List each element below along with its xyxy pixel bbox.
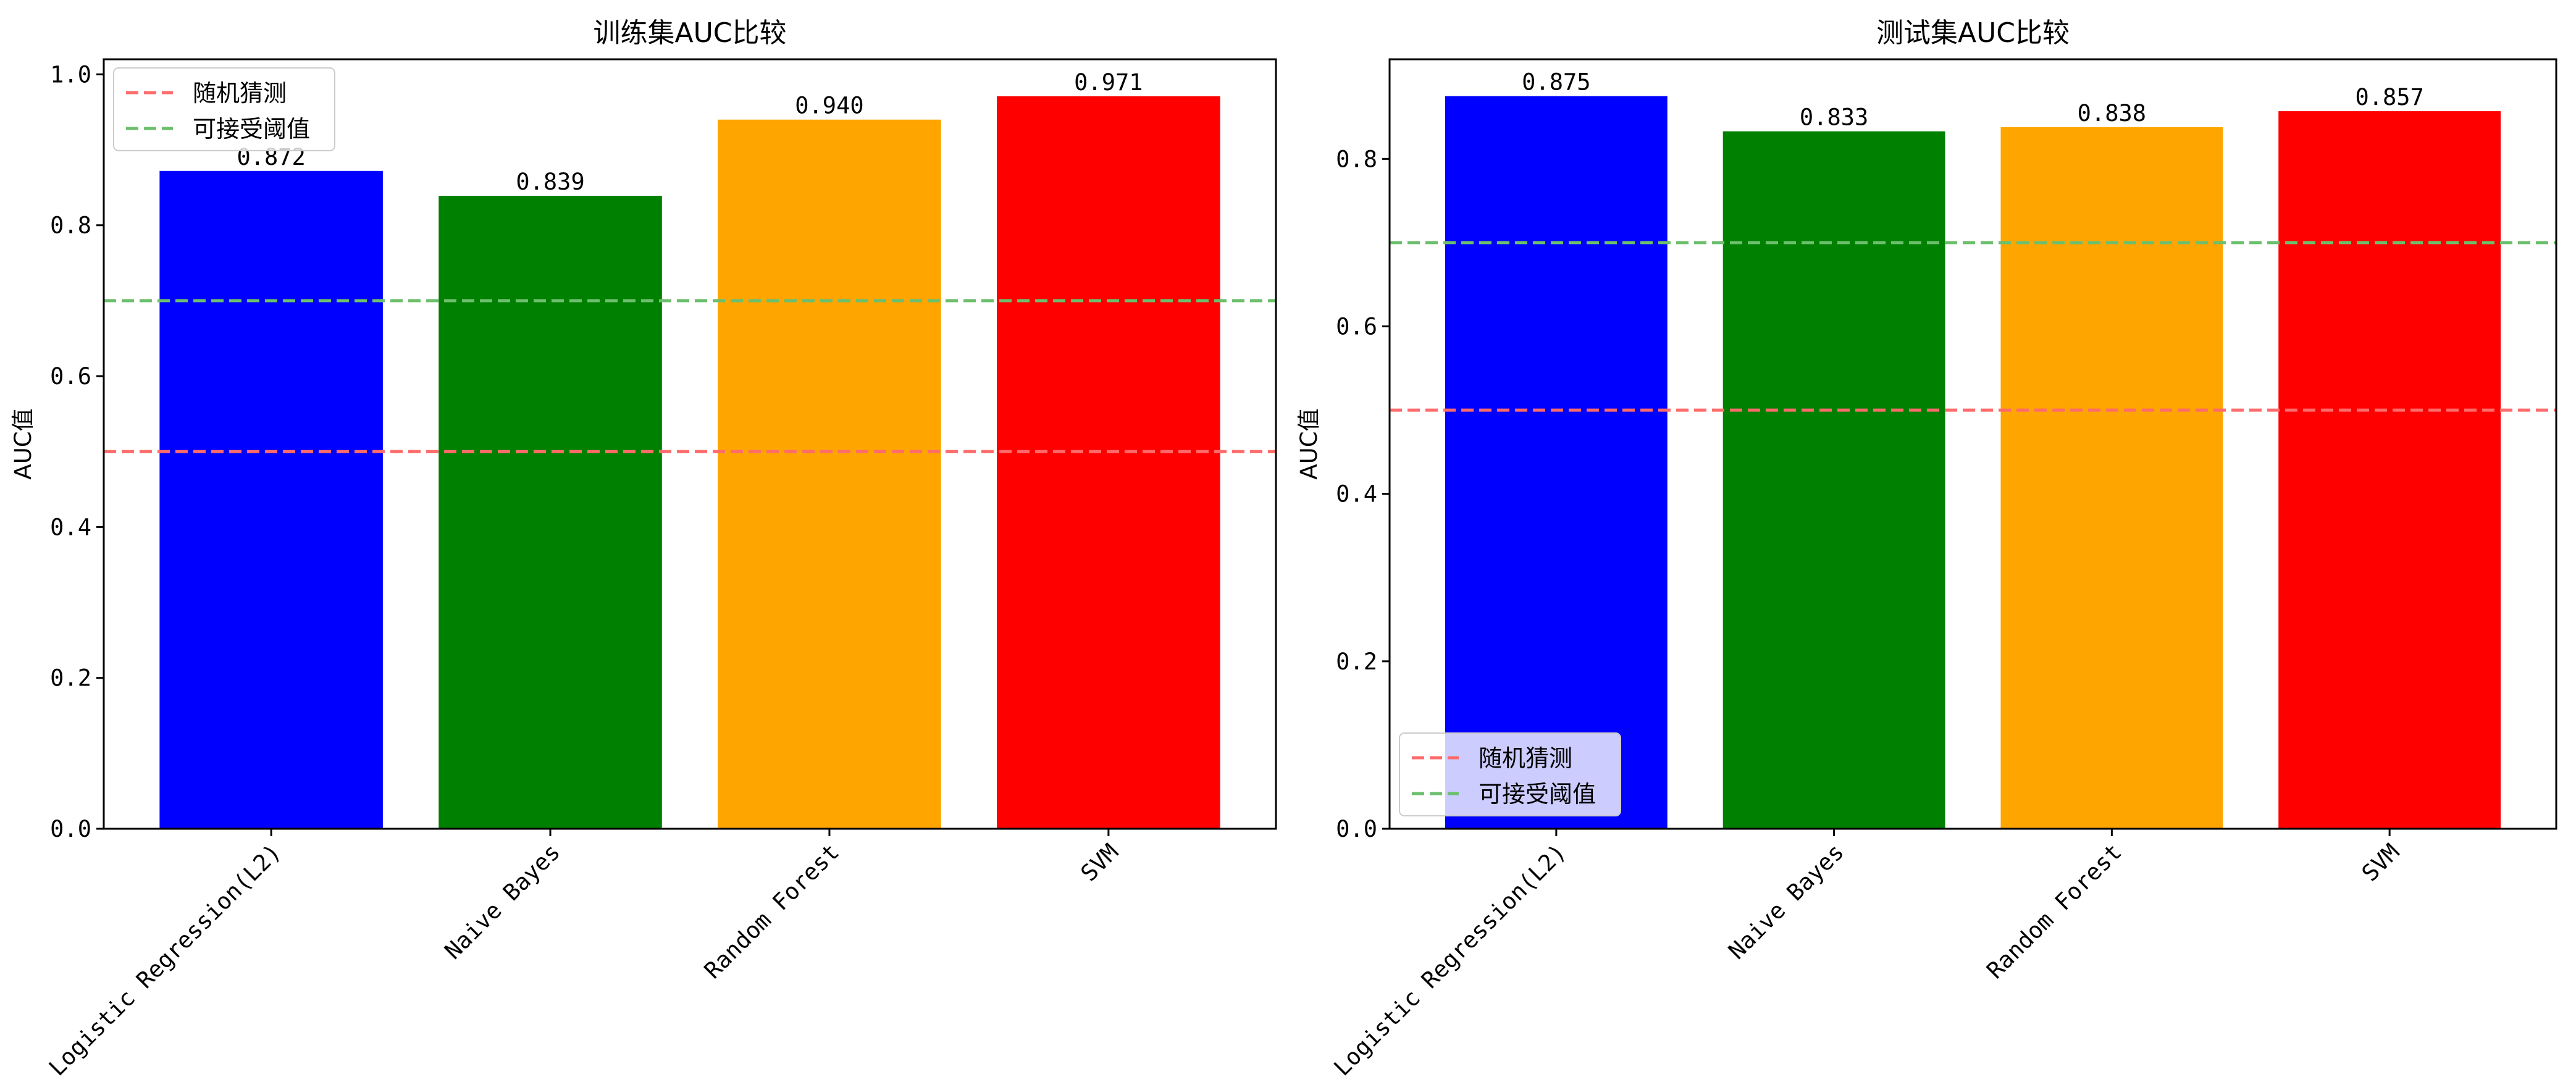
value-label-1: 0.875	[1522, 69, 1590, 96]
y-tick-label: 1.0	[50, 61, 91, 88]
legend-label-2: 可接受阈值	[193, 115, 310, 143]
x-tick-label: SVM	[2357, 839, 2405, 887]
chart-panel-1: 0.8720.8390.9400.9710.00.20.40.60.81.0Lo…	[10, 17, 1277, 1081]
axes-frame	[1388, 58, 2557, 830]
x-tick-label: Logistic Regression(L2)	[1329, 839, 1572, 1081]
value-label-3: 0.940	[795, 93, 863, 119]
value-label-3: 0.838	[2078, 100, 2146, 127]
x-tick-label: SVM	[1076, 839, 1124, 887]
bar-2	[1722, 131, 1945, 829]
y-tick-label: 0.2	[50, 665, 91, 692]
x-tick-label: Naive Bayes	[1723, 839, 1849, 965]
y-tick-label: 0.0	[50, 816, 91, 842]
y-axis-label: AUC值	[1296, 408, 1322, 479]
y-tick-label: 0.8	[50, 212, 91, 239]
bar-1	[1445, 96, 1668, 829]
y-tick-label: 0.0	[1336, 816, 1377, 842]
bar-3	[2000, 127, 2223, 829]
axes-frame	[103, 58, 1277, 830]
chart-title: 测试集AUC比较	[1876, 17, 2070, 49]
bar-4	[2278, 111, 2501, 829]
x-tick-label: Random Forest	[699, 839, 844, 984]
bar-2	[438, 196, 662, 829]
y-tick-label: 0.8	[1336, 146, 1377, 172]
y-tick-label: 0.6	[50, 363, 91, 390]
x-tick-label: Naive Bayes	[440, 839, 566, 965]
bar-3	[718, 119, 941, 829]
x-tick-label: Logistic Regression(L2)	[44, 839, 287, 1081]
chart-title: 训练集AUC比较	[593, 17, 786, 49]
y-axis-label: AUC值	[10, 408, 36, 479]
legend-label-1: 随机猜测	[193, 80, 287, 107]
legend-label-2: 可接受阈值	[1479, 781, 1596, 808]
bar-1	[159, 170, 383, 829]
value-label-2: 0.833	[1800, 104, 1868, 131]
value-label-4: 0.857	[2355, 84, 2423, 111]
y-tick-label: 0.4	[50, 514, 91, 540]
legend-label-1: 随机猜测	[1479, 745, 1572, 772]
chart-panel-2: 0.875 0.833 0.838 0.857 0.0 0.2 0.4 0.6 0.8 Logis…	[1296, 17, 2557, 1081]
y-tick-label: 0.4	[1336, 481, 1377, 508]
y-tick-label: 0.2	[1336, 648, 1377, 675]
bar-4	[997, 96, 1220, 829]
x-tick-label: Random Forest	[1982, 839, 2127, 984]
value-label-4: 0.971	[1074, 69, 1143, 96]
value-label-2: 0.839	[516, 169, 584, 195]
y-tick-label: 0.6	[1336, 314, 1377, 340]
